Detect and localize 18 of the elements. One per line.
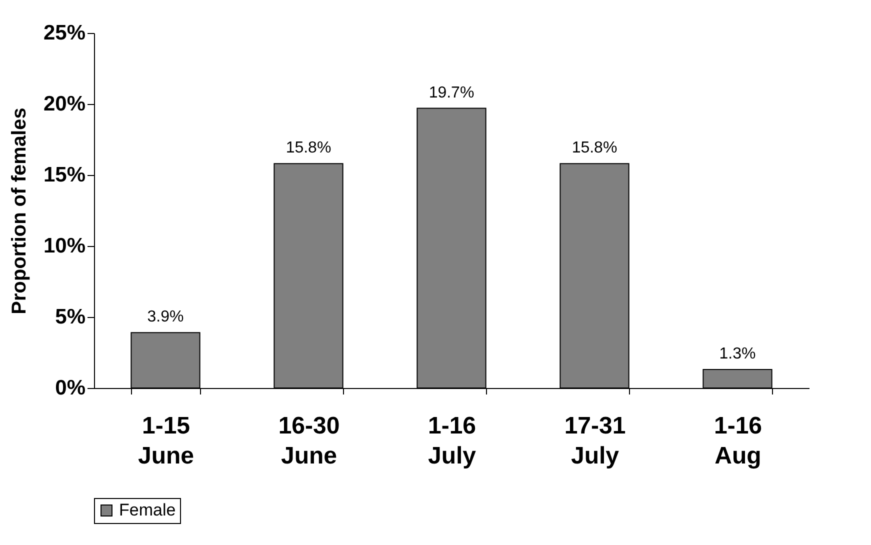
- legend-label: Female: [119, 500, 176, 520]
- y-tick-label: 15%: [43, 164, 86, 186]
- y-tick-label: 0%: [55, 376, 86, 400]
- y-tick-label: 20%: [43, 92, 86, 116]
- x-tick-label: 1-15 June: [138, 412, 194, 470]
- x-tick-label: 17-31 July: [564, 412, 626, 470]
- y-axis-title: Proportion of females: [8, 108, 30, 314]
- x-tick-label: 1-16 July: [428, 412, 477, 470]
- data-label: 1.3%: [719, 346, 756, 363]
- y-tick-label: 10%: [43, 234, 86, 258]
- x-tick-label: 16-30 June: [278, 412, 340, 470]
- data-label: 15.8%: [572, 140, 618, 157]
- y-tick-label: 25%: [43, 22, 86, 44]
- data-label: 15.8%: [286, 140, 332, 157]
- data-label: 3.9%: [147, 308, 184, 326]
- data-label: 19.7%: [428, 84, 474, 102]
- y-tick-label: 5%: [55, 306, 86, 328]
- x-tick-label: 1-16 Aug: [714, 412, 762, 470]
